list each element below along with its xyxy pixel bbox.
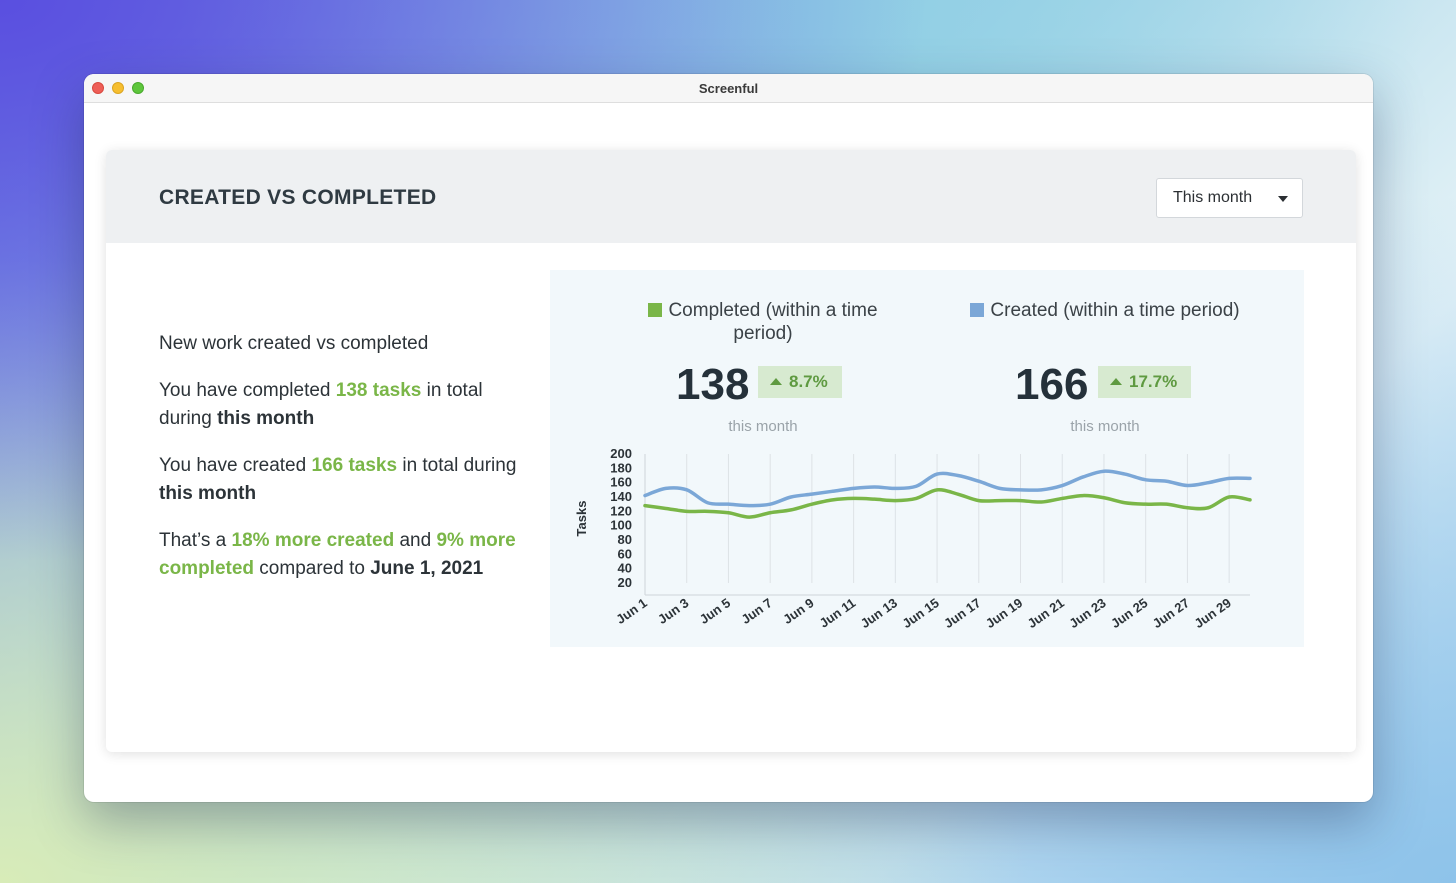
y-tick-label: 140 [610,489,632,504]
period-dropdown[interactable]: This month [1156,178,1303,218]
summary-created: You have created 166 tasks in total duri… [159,452,519,508]
x-tick-label: Jun 23 [1066,595,1108,631]
x-tick-label: Jun 29 [1192,595,1234,631]
arrow-up-icon [770,378,782,385]
summary-heading: New work created vs completed [159,333,429,354]
minimize-window-button[interactable] [112,82,124,94]
legend-completed-label: Completed (within a time period) [668,300,878,344]
y-tick-label: 120 [610,503,632,518]
kpi-created-sub: this month [1070,418,1140,435]
kpi-completed-sub: this month [728,418,798,435]
y-tick-label: 80 [618,532,632,547]
x-tick-label: Jun 27 [1150,595,1192,631]
y-tick-label: 100 [610,518,632,533]
x-tick-label: Jun 3 [655,595,691,627]
summary-created-value: 166 tasks [311,455,398,476]
series-line-completed [643,487,1252,519]
kpi-created-change-badge: 17.7% [1098,366,1192,398]
series-line-created [643,469,1252,508]
summary-created-pre: You have created [159,455,312,476]
x-tick-label: Jun 21 [1025,595,1067,631]
y-tick-label: 160 [610,475,632,490]
summary-comparison-pre: That’s a [159,530,232,551]
summary-completed-value: 138 tasks [335,380,422,401]
kpi-completed-value: 138 [676,360,750,409]
kpi-created-change: 17.7% [1129,372,1178,391]
x-tick-label: Jun 19 [983,595,1025,631]
x-tick-label: Jun 11 [817,595,859,630]
legend-completed[interactable]: Completed (within a time period) [618,299,908,345]
kpi-created-value: 166 [1015,360,1089,409]
summary-comparison: That’s a 18% more created and 9% more co… [159,527,519,583]
legend-created[interactable]: Created (within a time period) [960,299,1250,322]
y-axis-label: Tasks [574,501,589,537]
summary-text: New work created vs completed You have c… [159,330,519,602]
y-tick-label: 180 [610,460,632,475]
card-title: CREATED VS COMPLETED [159,186,437,209]
x-tick-label: Jun 13 [858,595,900,631]
x-tick-label: Jun 9 [780,595,816,627]
summary-comparison-mid: compared to [254,558,371,579]
y-tick-label: 200 [610,446,632,461]
created-vs-completed-card: CREATED VS COMPLETED This month New work… [106,150,1356,752]
kpi-completed-change-badge: 8.7% [758,366,842,398]
y-tick-label: 40 [618,561,632,576]
card-header: CREATED VS COMPLETED This month [106,150,1356,243]
summary-completed-pct: 9% more completed [159,530,516,579]
arrow-up-icon [1110,378,1122,385]
y-tick-label: 60 [618,546,632,561]
summary-completed-period: this month [217,408,315,429]
zoom-window-button[interactable] [132,82,144,94]
legend-completed-swatch [648,303,663,317]
summary-comparison-and: and [394,530,437,551]
legend-created-label: Created (within a time period) [990,300,1240,321]
chart-panel: Completed (within a time period) Created… [550,270,1304,647]
period-dropdown-value: This month [1173,189,1253,206]
x-tick-label: Jun 1 [613,595,649,627]
chevron-down-icon [1278,196,1288,202]
summary-comparison-date: June 1, 2021 [370,558,484,579]
x-tick-label: Jun 25 [1108,595,1150,631]
x-tick-label: Jun 7 [738,595,774,627]
close-window-button[interactable] [92,82,104,94]
summary-created-mid: in total during [397,455,517,476]
y-tick-label: 20 [618,575,632,590]
summary-completed-mid: in total during [159,380,483,429]
legend-created-swatch [970,303,985,317]
x-tick-label: Jun 15 [899,595,941,631]
window-title: Screenful [698,81,759,96]
x-tick-label: Jun 5 [697,595,733,627]
summary-completed-pre: You have completed [159,380,336,401]
app-window: Screenful CREATED VS COMPLETED This mont… [84,74,1373,802]
title-bar: Screenful [84,74,1373,103]
summary-created-pct: 18% more created [231,530,395,551]
summary-completed: You have completed 138 tasks in total du… [159,377,519,433]
summary-created-period: this month [159,483,257,504]
x-tick-label: Jun 17 [941,595,983,631]
kpi-completed-change: 8.7% [789,372,828,391]
